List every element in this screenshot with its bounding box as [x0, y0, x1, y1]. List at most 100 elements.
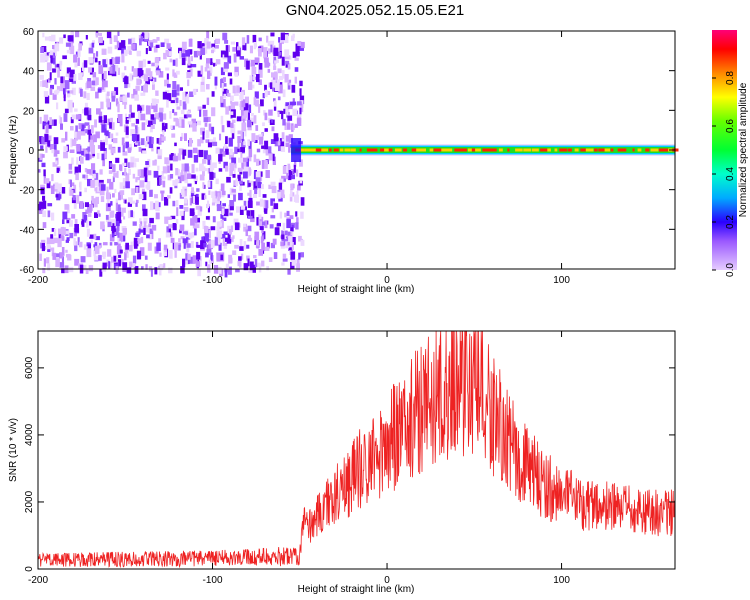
spectrogram-noise-cell	[228, 137, 233, 147]
spectrogram-noise-cell	[288, 175, 292, 181]
spectrogram-noise-cell	[42, 32, 45, 38]
spectrogram-noise-cell	[106, 91, 110, 96]
spectrogram-noise-cell	[134, 162, 137, 168]
spectrogram-noise-cell	[151, 124, 155, 129]
spectrogram-noise-cell	[74, 219, 78, 227]
signal-peak-cell	[304, 148, 312, 152]
spectrogram-noise-cell	[119, 96, 124, 102]
spectrogram-noise-cell	[250, 59, 255, 67]
spectrogram-noise-cell	[92, 40, 95, 44]
spectrogram-noise-cell	[135, 202, 138, 207]
spectrogram-noise-cell	[248, 182, 251, 187]
spectrogram-noise-cell	[272, 73, 275, 83]
spectrogram-noise-cell	[246, 210, 250, 216]
spectrogram-y-tick-label: -40	[20, 225, 35, 236]
spectrogram-noise-cell	[49, 117, 52, 125]
snr-x-tick-label: 100	[553, 575, 570, 586]
spectrogram-noise-cell	[270, 215, 276, 219]
spectrogram-noise-cell	[220, 67, 225, 76]
spectrogram-noise-cell	[289, 193, 293, 202]
spectrogram-noise-cell	[78, 43, 82, 51]
spectrogram-noise-cell	[170, 237, 175, 243]
spectrogram-noise-cell	[112, 90, 115, 96]
spectrogram-noise-cell	[139, 229, 144, 233]
spectrogram-noise-cell	[172, 200, 176, 207]
spectrogram-noise-cell	[262, 93, 265, 99]
spectrogram-noise-cell	[76, 130, 81, 140]
spectrogram-noise-cell	[270, 82, 273, 90]
spectrogram-noise-cell	[232, 250, 237, 255]
spectrogram-noise-cell	[189, 256, 195, 264]
spectrogram-noise-cell	[294, 160, 297, 167]
spectrogram-noise-cell	[153, 170, 159, 178]
spectrogram-noise-cell	[66, 49, 71, 54]
spectrogram-noise-cell	[191, 174, 196, 179]
spectrogram-noise-cell	[155, 212, 160, 220]
spectrogram-noise-cell	[273, 47, 279, 57]
spectrogram-noise-cell	[152, 84, 155, 90]
spectrogram-noise-cell	[258, 79, 262, 85]
spectrogram-noise-cell	[91, 163, 96, 171]
spectrogram-noise-cell	[278, 143, 282, 152]
spectrogram-noise-cell	[122, 178, 126, 187]
spectrogram-noise-cell	[282, 165, 287, 174]
spectrogram-noise-cell	[167, 216, 172, 220]
spectrogram-noise-cell	[205, 216, 210, 220]
spectrogram-noise-cell	[295, 51, 300, 57]
spectrogram-noise-cell	[115, 218, 120, 227]
spectrogram-noise-cell	[150, 231, 154, 240]
spectrogram-noise-cell	[215, 59, 221, 65]
spectrogram-noise-cell	[109, 122, 112, 129]
spectrogram-noise-cell	[163, 52, 167, 60]
spectrogram-noise-cell	[243, 263, 249, 271]
spectrogram-noise-cell	[44, 49, 47, 57]
spectrogram-noise-cell	[237, 46, 241, 51]
spectrogram-noise-cell	[125, 173, 130, 182]
spectrogram-noise-cell	[184, 190, 187, 196]
spectrogram-noise-cell	[261, 242, 265, 251]
spectrogram-noise-cell	[93, 255, 98, 261]
spectrogram-noise-cell	[262, 221, 266, 226]
spectrogram-noise-cell	[97, 88, 102, 93]
spectrogram-noise-cell	[145, 162, 149, 172]
spectrogram-noise-cell	[207, 206, 210, 213]
signal-peak-cell	[446, 148, 453, 152]
spectrogram-noise-cell	[55, 194, 59, 198]
spectrogram-noise-cell	[233, 111, 236, 118]
spectrogram-noise-cell	[86, 220, 89, 228]
spectrogram-noise-cell	[166, 43, 171, 49]
spectrogram-noise-cell	[215, 147, 220, 154]
spectrogram-noise-cell	[112, 164, 116, 173]
spectrogram-noise-cell	[172, 109, 175, 113]
spectrogram-noise-cell	[102, 262, 107, 270]
spectrogram-noise-cell	[90, 125, 94, 134]
spectrogram-noise-cell	[238, 192, 243, 201]
spectrogram-noise-cell	[137, 110, 141, 120]
spectrogram-noise-cell	[86, 228, 90, 237]
spectrogram-noise-cell	[109, 163, 113, 167]
spectrogram-noise-cell	[164, 38, 170, 44]
spectrogram-noise-cell	[287, 82, 291, 90]
spectrogram-noise-cell	[240, 205, 246, 210]
spectrogram-noise-cell	[189, 197, 192, 206]
spectrogram-noise-cell	[93, 53, 96, 59]
spectrogram-noise-cell	[295, 169, 299, 177]
spectrogram-noise-cell	[71, 157, 74, 165]
signal-peak-cell	[663, 148, 669, 152]
spectrogram-noise-cell	[167, 174, 172, 181]
spectrogram-noise-cell	[181, 191, 187, 198]
spectrogram-noise-cell	[124, 199, 127, 204]
spectrogram-noise-cell	[134, 94, 139, 101]
spectrogram-noise-cell	[293, 164, 296, 173]
spectrogram-noise-cell	[273, 61, 276, 69]
spectrogram-noise-cell	[148, 223, 151, 227]
spectrogram-noise-cell	[184, 53, 187, 61]
spectrogram-noise-cell	[295, 194, 299, 203]
spectrogram-noise-cell	[250, 119, 254, 126]
spectrogram-noise-cell	[204, 195, 207, 200]
spectrogram-noise-cell	[181, 119, 185, 128]
spectrogram-noise-cell	[53, 119, 57, 126]
spectrogram-noise-cell	[142, 150, 147, 154]
spectrogram-noise-cell	[217, 223, 222, 226]
spectrogram-noise-cell	[130, 129, 136, 136]
